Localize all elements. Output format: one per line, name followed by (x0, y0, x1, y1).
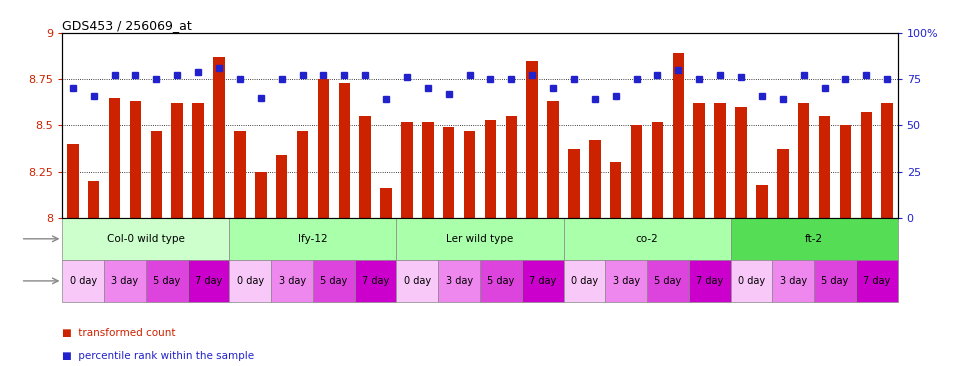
Bar (188, 260, 229, 302)
Bar (814, 260, 856, 302)
Bar (172, 103, 183, 218)
Text: co-2: co-2 (636, 234, 659, 244)
Bar (777, 149, 788, 218)
Bar (568, 149, 580, 218)
Bar (506, 116, 517, 218)
Text: 7 day: 7 day (529, 276, 556, 286)
Bar (276, 155, 287, 218)
Bar (272, 260, 313, 302)
Text: 0 day: 0 day (571, 276, 598, 286)
Bar (731, 260, 772, 302)
Bar (647, 260, 689, 302)
Bar (146, 260, 188, 302)
Bar (673, 53, 684, 218)
Text: 5 day: 5 day (655, 276, 682, 286)
Bar (234, 131, 246, 218)
Text: 3 day: 3 day (111, 276, 138, 286)
Bar (422, 122, 434, 218)
Bar (318, 79, 329, 218)
Bar (229, 260, 272, 302)
Bar (610, 162, 621, 218)
Text: 0 day: 0 day (70, 276, 97, 286)
Text: Ler wild type: Ler wild type (446, 234, 514, 244)
Bar (485, 120, 496, 218)
Bar (480, 260, 522, 302)
Bar (526, 61, 538, 218)
Bar (652, 122, 663, 218)
Bar (731, 218, 898, 260)
Bar (62, 218, 229, 260)
Bar (255, 172, 267, 218)
Bar (62, 260, 105, 302)
Bar (798, 103, 809, 218)
Text: 0 day: 0 day (237, 276, 264, 286)
Bar (860, 112, 872, 218)
Text: 0 day: 0 day (738, 276, 765, 286)
Text: 3 day: 3 day (278, 276, 305, 286)
Text: 7 day: 7 day (696, 276, 723, 286)
Bar (631, 125, 642, 218)
Bar (840, 125, 852, 218)
Bar (522, 260, 564, 302)
Bar (297, 131, 308, 218)
Text: Col-0 wild type: Col-0 wild type (107, 234, 185, 244)
Text: ■  percentile rank within the sample: ■ percentile rank within the sample (62, 351, 254, 361)
Bar (856, 260, 898, 302)
Text: GDS453 / 256069_at: GDS453 / 256069_at (62, 19, 192, 32)
Bar (108, 98, 120, 218)
Bar (438, 260, 480, 302)
Bar (105, 260, 146, 302)
Bar (313, 260, 355, 302)
Bar (693, 103, 705, 218)
Bar (564, 260, 606, 302)
Bar (606, 260, 647, 302)
Bar (192, 103, 204, 218)
Text: lfy-12: lfy-12 (299, 234, 327, 244)
Bar (689, 260, 731, 302)
Text: 0 day: 0 day (404, 276, 431, 286)
Bar (355, 260, 396, 302)
Bar (151, 131, 162, 218)
Text: 3 day: 3 day (780, 276, 806, 286)
Text: 5 day: 5 day (822, 276, 849, 286)
Text: 7 day: 7 day (362, 276, 389, 286)
Bar (339, 83, 350, 218)
Text: 7 day: 7 day (863, 276, 890, 286)
Bar (130, 101, 141, 218)
Bar (396, 260, 438, 302)
Bar (819, 116, 830, 218)
Bar (881, 103, 893, 218)
Bar (443, 127, 454, 218)
Text: 5 day: 5 day (321, 276, 348, 286)
Text: ft-2: ft-2 (805, 234, 823, 244)
Bar (67, 144, 79, 218)
Bar (464, 131, 475, 218)
Text: 7 day: 7 day (195, 276, 222, 286)
Bar (714, 103, 726, 218)
Bar (88, 181, 100, 218)
Bar (396, 218, 564, 260)
Bar (547, 101, 559, 218)
Bar (359, 116, 371, 218)
Text: ■  transformed count: ■ transformed count (62, 328, 176, 337)
Bar (401, 122, 413, 218)
Bar (229, 218, 396, 260)
Bar (380, 188, 392, 218)
Bar (589, 140, 601, 218)
Bar (773, 260, 814, 302)
Bar (564, 218, 731, 260)
Bar (735, 107, 747, 218)
Text: 3 day: 3 day (445, 276, 472, 286)
Bar (756, 184, 768, 218)
Bar (213, 57, 225, 218)
Text: 5 day: 5 day (488, 276, 515, 286)
Text: 3 day: 3 day (612, 276, 639, 286)
Text: 5 day: 5 day (154, 276, 180, 286)
